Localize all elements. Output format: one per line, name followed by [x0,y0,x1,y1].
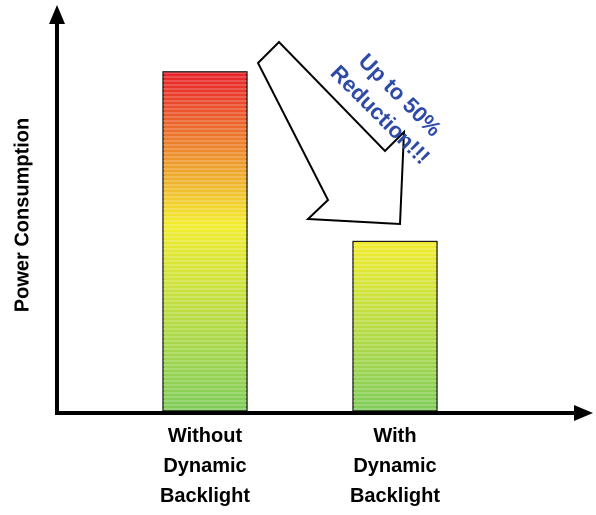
reduction-arrow [256,40,406,226]
x-tick-label-line: Without [167,425,243,447]
x-tick-label-line: Dynamic [353,455,437,477]
x-tick-label-line: Dynamic [163,455,247,477]
y-axis-arrowhead [49,5,65,24]
x-tick-label-line: Backlight [349,485,441,507]
y-axis-label: Power Consumption [11,117,34,313]
x-tick-label-line: Backlight [159,485,251,507]
x-tick-label-line: With [373,425,417,447]
bar-with-dynamic-backlight-stripes [353,241,437,411]
x-tick-label-without-dynamic-backlight: Without Dynamic Backlight [125,421,285,511]
bar-without-dynamic-backlight-stripes [163,71,247,411]
x-axis-arrowhead [574,405,593,421]
x-tick-label-with-dynamic-backlight: With Dynamic Backlight [315,421,475,511]
